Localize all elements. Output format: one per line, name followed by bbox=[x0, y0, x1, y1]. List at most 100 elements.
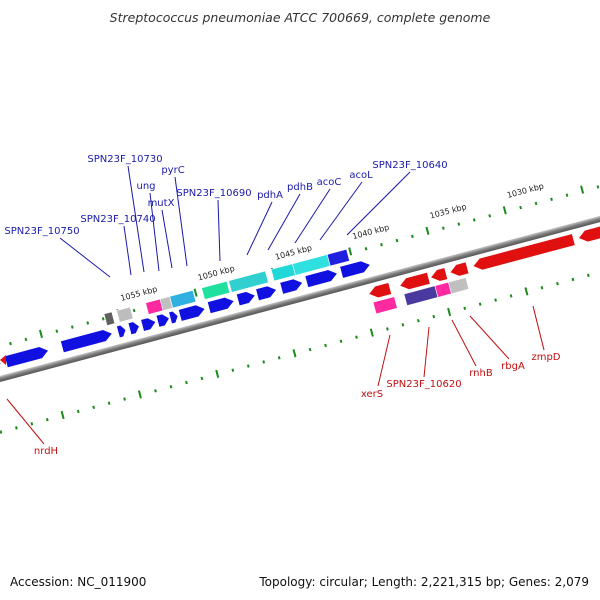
forward-cds-arrow bbox=[207, 296, 235, 314]
scale-tick bbox=[123, 397, 126, 401]
reverse-cds-arrow bbox=[430, 267, 449, 282]
scale-tick bbox=[386, 327, 389, 331]
scale-tick bbox=[416, 319, 420, 323]
gene-label: SPN23F_10730 bbox=[87, 154, 162, 165]
reverse-cds-arrow bbox=[399, 271, 431, 290]
scale-tick bbox=[0, 430, 3, 434]
forward-cds-arrow bbox=[4, 346, 50, 368]
reverse-feature-box bbox=[448, 277, 470, 295]
scale-tick bbox=[571, 277, 575, 282]
scale-tick bbox=[478, 302, 482, 306]
gene-label: zmpD bbox=[531, 352, 560, 363]
scale-tick bbox=[447, 307, 452, 317]
forward-cds-arrow bbox=[60, 329, 113, 354]
scale-tick-label: 1055 kbp bbox=[120, 285, 159, 303]
scale-tick bbox=[348, 247, 353, 256]
scale-tick bbox=[55, 329, 59, 333]
scale-tick bbox=[401, 323, 405, 327]
gene-label: pdhB bbox=[287, 182, 313, 193]
gene-label: rnhB bbox=[469, 368, 493, 379]
scale-tick bbox=[463, 306, 467, 311]
forward-cds-arrow bbox=[127, 321, 140, 336]
label-leader-line bbox=[127, 165, 145, 273]
gene-label: mutX bbox=[148, 198, 175, 209]
scale-tick bbox=[472, 218, 476, 222]
label-leader-line bbox=[267, 193, 301, 251]
label-leader-line bbox=[123, 225, 132, 276]
scale-tick bbox=[185, 380, 188, 385]
gene-label: SPN23F_10640 bbox=[372, 160, 447, 171]
scale-tick-label: 1030 kbp bbox=[506, 182, 545, 200]
scale-tick bbox=[519, 205, 522, 210]
scale-tick bbox=[215, 369, 220, 378]
scale-tick bbox=[92, 405, 96, 409]
gene-label: SPN23F_10750 bbox=[4, 226, 79, 237]
forward-feature-box bbox=[116, 306, 134, 323]
gene-label: SPN23F_10620 bbox=[386, 379, 461, 390]
scale-tick bbox=[411, 234, 414, 239]
partial-cds-arrow bbox=[0, 355, 6, 365]
scale-tick bbox=[38, 329, 43, 338]
label-leader-line bbox=[174, 176, 188, 267]
forward-feature-box bbox=[228, 270, 269, 293]
scale-tick bbox=[30, 422, 34, 426]
scale-tick bbox=[339, 339, 343, 344]
scale-tick bbox=[524, 287, 529, 296]
reverse-cds-arrow bbox=[449, 261, 470, 277]
forward-cds-arrow bbox=[168, 310, 179, 325]
scale-tick bbox=[502, 206, 507, 215]
scale-tick-label: 1050 kbp bbox=[197, 264, 236, 282]
scale-tick bbox=[45, 417, 49, 422]
gene-label: nrdH bbox=[34, 446, 58, 457]
scale-tick bbox=[86, 321, 90, 325]
label-leader-line bbox=[377, 334, 391, 387]
scale-tick bbox=[60, 410, 65, 420]
scale-tick bbox=[9, 341, 12, 346]
page-title: Streptococcus pneumoniae ATCC 700669, co… bbox=[109, 10, 491, 25]
scale-tick bbox=[169, 384, 173, 389]
forward-cds-arrow bbox=[304, 269, 338, 288]
scale-tick bbox=[550, 197, 553, 201]
scale-tick bbox=[292, 349, 297, 358]
gene-label: SPN23F_10740 bbox=[80, 214, 155, 225]
scale-tick-label: 1045 kbp bbox=[274, 243, 313, 261]
label-leader-line bbox=[469, 315, 510, 360]
label-leader-line bbox=[532, 305, 545, 351]
label-leader-line bbox=[246, 201, 273, 256]
scale-tick bbox=[395, 238, 399, 243]
scale-tick bbox=[565, 193, 569, 197]
scale-tick bbox=[441, 226, 445, 230]
scale-tick bbox=[425, 226, 430, 235]
label-leader-line bbox=[149, 192, 160, 272]
scale-tick bbox=[277, 356, 281, 360]
forward-feature-box bbox=[169, 289, 197, 309]
gene-label: rbgA bbox=[501, 361, 525, 372]
scale-tick bbox=[137, 390, 142, 399]
scale-tick bbox=[24, 337, 28, 342]
forward-cds-arrow bbox=[155, 313, 170, 328]
scale-tick bbox=[132, 308, 136, 313]
scale-tick bbox=[494, 298, 497, 302]
scale-tick bbox=[76, 409, 80, 414]
feature-tracks bbox=[0, 221, 600, 384]
inner-scale-ticks bbox=[0, 273, 590, 434]
forward-cds-arrow bbox=[339, 260, 371, 279]
scale-tick-label: 1040 kbp bbox=[351, 223, 390, 241]
label-leader-line bbox=[319, 181, 363, 241]
accession-label: Accession: NC_011900 bbox=[10, 575, 147, 589]
scale-tick bbox=[509, 294, 513, 298]
scale-tick bbox=[262, 360, 266, 364]
label-leader-line bbox=[6, 398, 45, 445]
forward-cds-arrow bbox=[116, 324, 127, 339]
label-leader-lines bbox=[6, 165, 545, 445]
scale-tick bbox=[324, 343, 327, 348]
scale-tick bbox=[556, 281, 559, 286]
scale-tick bbox=[587, 273, 590, 278]
scale-tick bbox=[364, 247, 368, 251]
gene-label: acoL bbox=[349, 170, 373, 181]
scale-tick bbox=[596, 185, 600, 189]
scale-tick bbox=[457, 222, 461, 226]
scale-tick bbox=[308, 347, 312, 352]
scale-tick bbox=[432, 314, 436, 319]
forward-feature-box bbox=[326, 248, 350, 267]
